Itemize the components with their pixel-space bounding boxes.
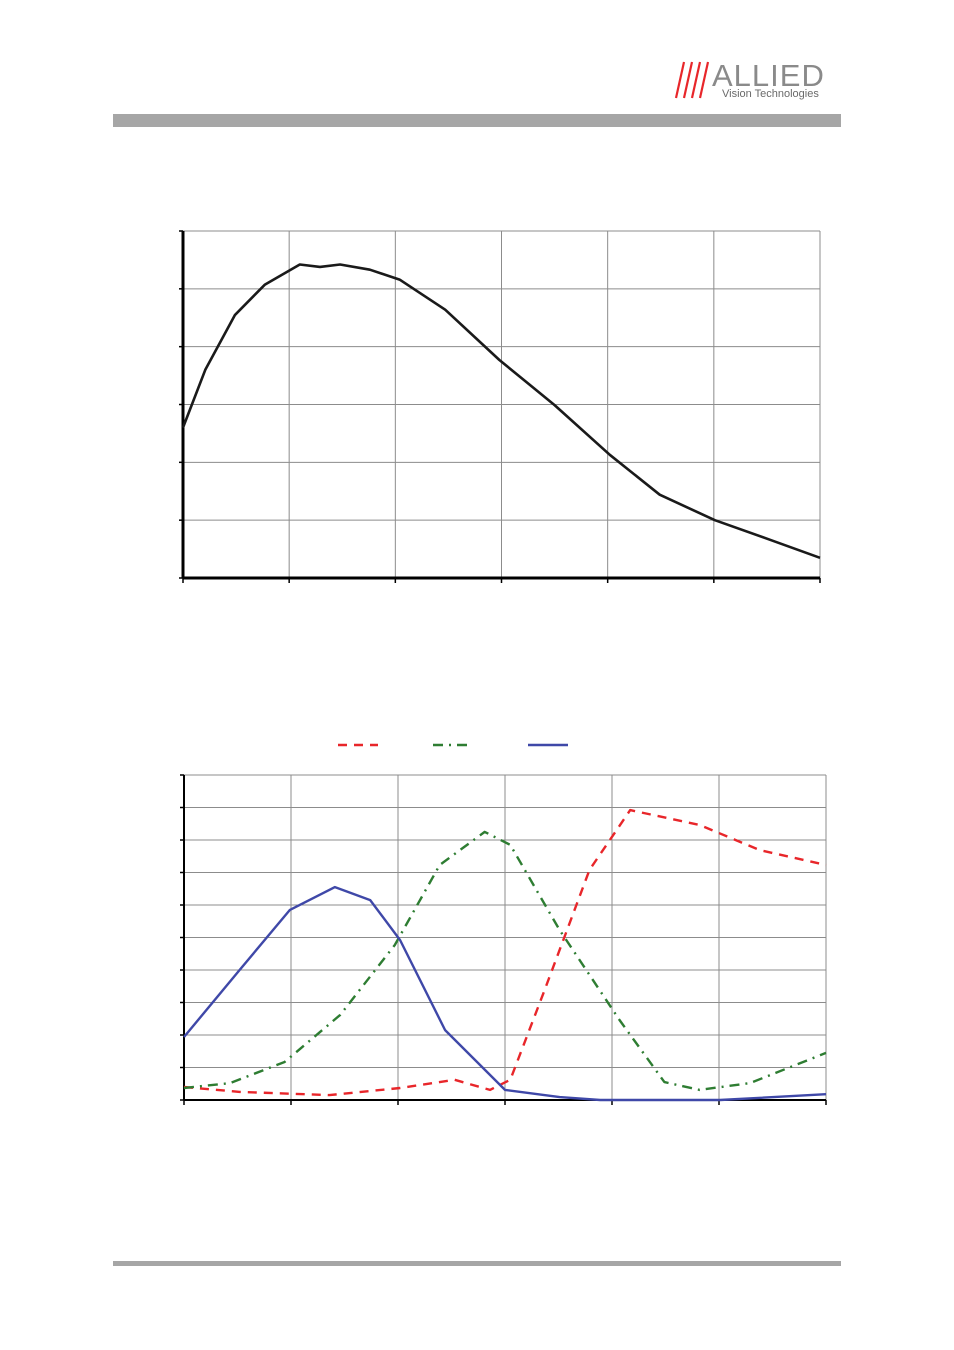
footer-bar: [113, 1261, 841, 1266]
logo-slashes: [674, 61, 710, 99]
header-bar: [113, 114, 841, 127]
series-line: [183, 885, 827, 1102]
logo-name: ALLIED: [712, 58, 825, 93]
logo-tagline: Vision Technologies: [722, 88, 819, 100]
series-line: [183, 808, 827, 1097]
logo: ALLIED Vision Technologies: [674, 58, 825, 100]
series-line: [181, 263, 821, 560]
